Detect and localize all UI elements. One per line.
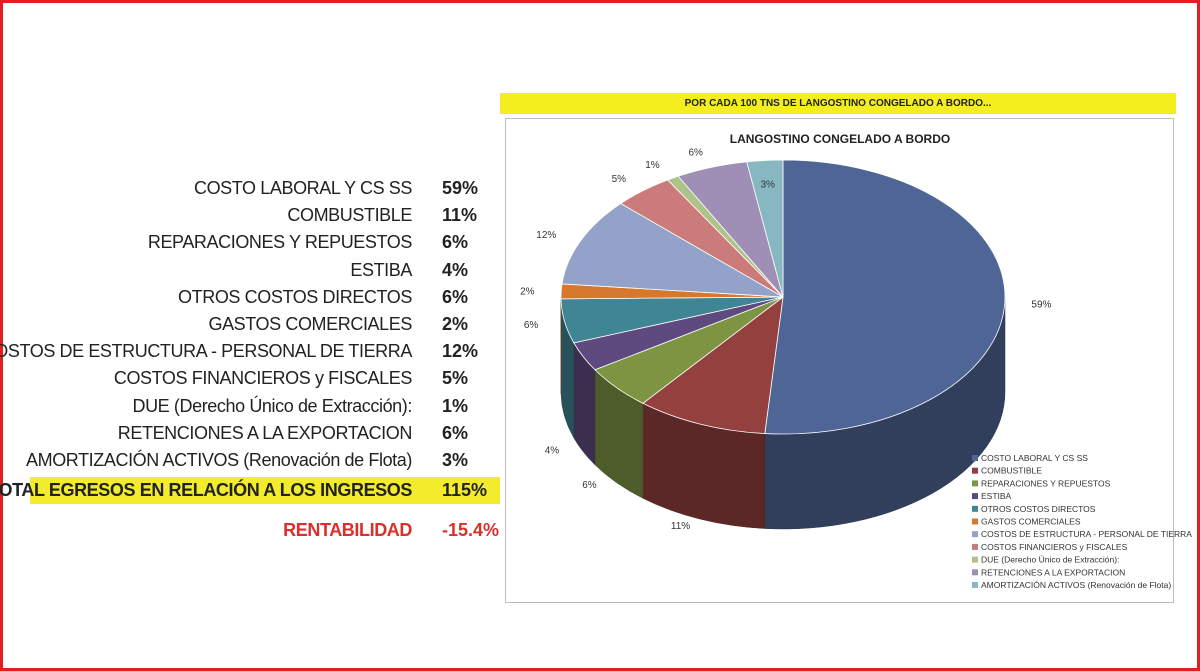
cost-row-label: OTROS COSTOS DIRECTOS	[178, 286, 412, 307]
cost-row: GASTOS COMERCIALES 2%	[0, 314, 500, 340]
cost-row: COSTOS DE ESTRUCTURA - PERSONAL DE TIERR…	[0, 341, 500, 367]
cost-row-label: COMBUSTIBLE	[287, 205, 412, 226]
data-label: 6%	[524, 320, 539, 331]
legend-entry: COSTOS DE ESTRUCTURA - PERSONAL DE TIERR…	[981, 529, 1192, 539]
cost-row-value: 12%	[442, 341, 479, 362]
pie-slice	[746, 159, 784, 298]
cost-row-label: RETENCIONES A LA EXPORTACION	[117, 422, 413, 443]
rent-row-label: RENTABILIDAD	[283, 520, 412, 540]
data-label: 4%	[545, 445, 560, 456]
cost-row-value: 59%	[442, 178, 479, 198]
data-label: 6%	[582, 480, 597, 491]
cost-row: REPARACIONES Y REPUESTOS 6%	[0, 232, 500, 258]
legend-entry: REPARACIONES Y REPUESTOS	[981, 478, 1111, 488]
cost-row-value: 6%	[442, 422, 469, 443]
cost-row: DUE (Derecho Único de Extracción): 1%	[0, 396, 500, 422]
pie-top	[560, 159, 1006, 435]
cost-row: RETENCIONES A LA EXPORTACION 6%	[0, 423, 500, 449]
cost-row-label: AMORTIZACIÓN ACTIVOS (Renovación de Flot…	[26, 450, 412, 470]
cost-row: COMBUSTIBLE 11%	[0, 205, 500, 231]
legend-entry: RETENCIONES A LA EXPORTACION	[981, 567, 1125, 577]
data-label: 3%	[761, 179, 776, 190]
legend-swatch	[972, 543, 978, 550]
legend-swatch	[972, 531, 978, 538]
rent-row: RENTABILIDAD -15.4%	[0, 520, 500, 546]
chart-title: LANGOSTINO CONGELADO A BORDO	[729, 132, 951, 146]
cost-row-value: 2%	[442, 314, 469, 334]
legend-entry: DUE (Derecho Único de Extracción):	[981, 555, 1119, 565]
total-row-value: 115%	[442, 480, 488, 500]
data-label: 12%	[536, 230, 556, 241]
cost-row: COSTO LABORAL Y CS SS 59%	[0, 178, 500, 204]
data-label: 2%	[520, 287, 535, 298]
cost-row-value: 11%	[442, 205, 478, 226]
cost-row-label: COSTO LABORAL Y CS SS	[193, 178, 412, 198]
legend-entry: OTROS COSTOS DIRECTOS	[981, 504, 1096, 514]
legend-swatch	[972, 582, 978, 588]
data-label: 6%	[688, 148, 703, 159]
cost-row-label: REPARACIONES Y REPUESTOS	[147, 232, 413, 253]
legend-entry: AMORTIZACIÓN ACTIVOS (Renovación de Flot…	[981, 580, 1171, 590]
legend-entry: ESTIBA	[981, 491, 1012, 501]
rent-row-value: -15.4%	[442, 520, 500, 540]
legend-swatch	[972, 505, 978, 512]
legend-entry: COMBUSTIBLE	[981, 466, 1042, 476]
cost-row-value: 1%	[442, 395, 469, 416]
cost-row: COSTOS FINANCIEROS y FISCALES 5%	[0, 368, 500, 394]
cost-row-value: 6%	[442, 286, 469, 307]
cost-row-label: DUE (Derecho Único de Extracción):	[132, 395, 412, 416]
data-label: 59%	[1031, 299, 1051, 310]
cost-row-label: ESTIBA	[350, 259, 412, 280]
cost-row-value: 3%	[442, 450, 469, 470]
total-row-label: TOTAL EGRESOS EN RELACIÓN A LOS INGRESOS	[0, 480, 412, 500]
legend-swatch	[972, 556, 978, 563]
data-label: 11%	[671, 521, 690, 532]
data-label: 1%	[645, 160, 660, 171]
data-label: 5%	[612, 174, 627, 185]
pie-slice	[561, 203, 784, 298]
legend-entry: GASTOS COMERCIALES	[981, 517, 1081, 527]
legend-swatch	[972, 480, 978, 487]
legend-swatch	[972, 455, 978, 461]
cost-row-value: 6%	[442, 232, 469, 253]
legend-swatch	[972, 493, 978, 500]
cost-row-value: 5%	[442, 368, 469, 389]
legend-swatch	[972, 518, 978, 525]
total-row: TOTAL EGRESOS EN RELACIÓN A LOS INGRESOS…	[0, 480, 500, 506]
chart-legend: COSTO LABORAL Y CS SS COMBUSTIBLE REPARACI…	[972, 453, 1192, 590]
legend-swatch	[972, 467, 978, 474]
pie-slice	[642, 296, 784, 434]
cost-row: OTROS COSTOS DIRECTOS 6%	[0, 287, 500, 313]
pie-slice	[764, 159, 1006, 435]
cost-row-value: 4%	[442, 259, 469, 280]
legend-entry: COSTO LABORAL Y CS SS	[981, 453, 1088, 463]
legend-swatch	[972, 569, 978, 576]
legend-entry: COSTOS FINANCIEROS y FISCALES	[981, 542, 1128, 552]
cost-row: AMORTIZACIÓN ACTIVOS (Renovación de Flot…	[0, 450, 500, 476]
cost-row-label: COSTOS DE ESTRUCTURA - PERSONAL DE TIERR…	[0, 341, 412, 362]
pie-sides	[560, 296, 1006, 530]
data-labels: 59% 11% 6% 4% 6% 2% 12% 5% 1% 6% 3%	[520, 148, 1051, 532]
chart-banner: POR CADA 100 TNS DE LANGOSTINO CONGELADO…	[500, 93, 1176, 114]
cost-row-label: COSTOS FINANCIEROS y FISCALES	[113, 368, 413, 389]
cost-row-label: GASTOS COMERCIALES	[208, 314, 412, 334]
total-highlight	[30, 477, 500, 504]
cost-row: ESTIBA 4%	[0, 260, 500, 286]
